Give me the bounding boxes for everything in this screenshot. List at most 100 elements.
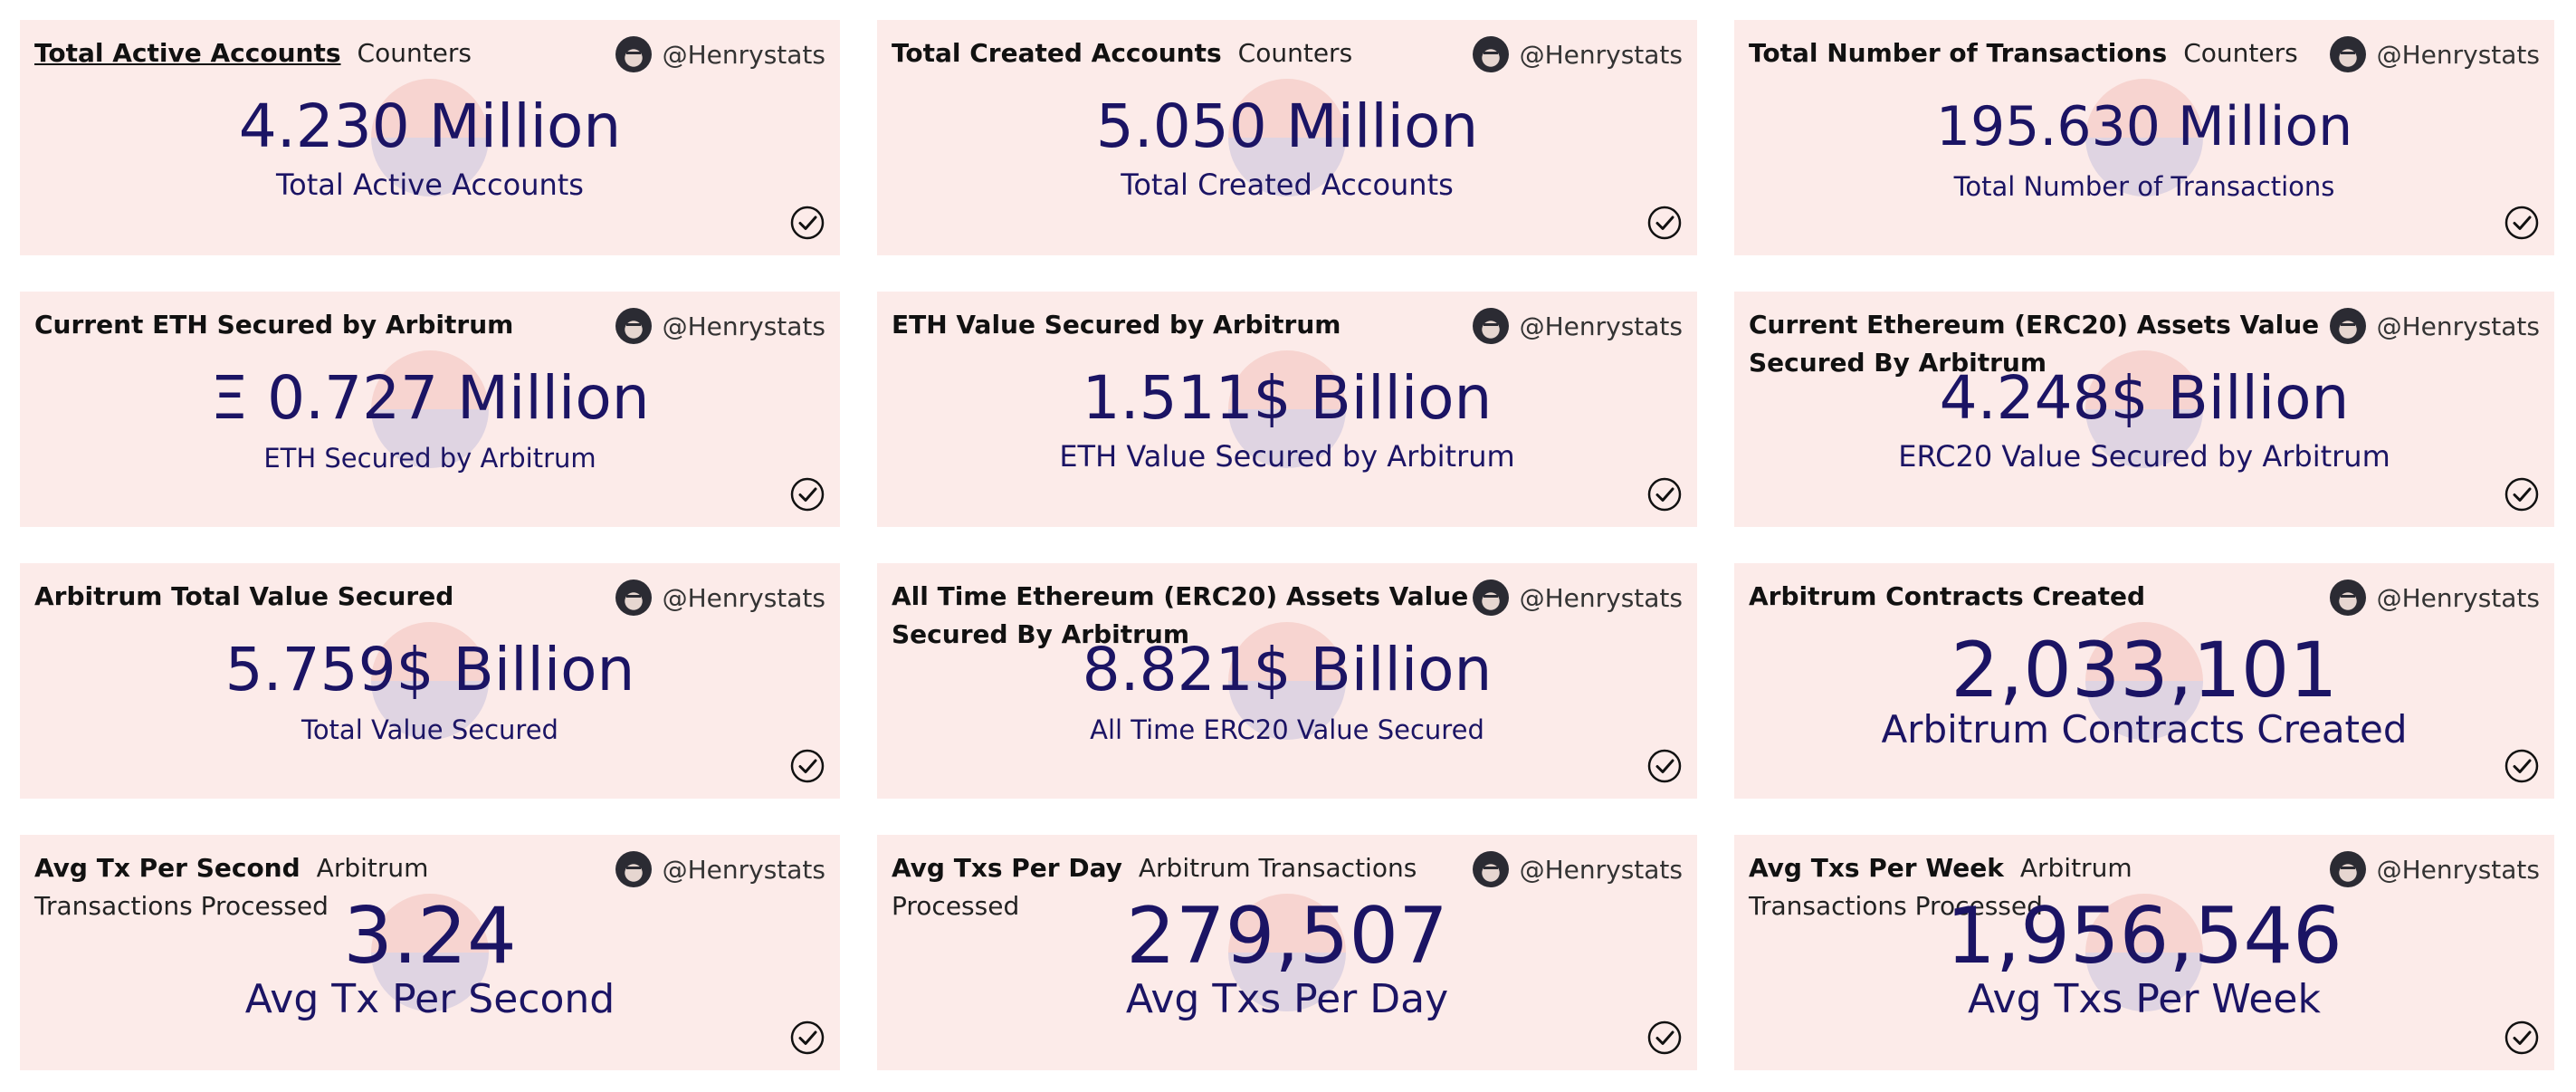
counter-value: 8.821$ Billion [1082,635,1493,704]
card-subtitle: Counters [1237,38,1353,68]
author-handle[interactable]: @Henrystats [1519,39,1683,70]
avatar [615,308,652,344]
counter-value: 4.230 Million [238,91,622,161]
author[interactable]: @Henrystats [615,851,825,887]
card-title-link[interactable]: Current ETH Secured by Arbitrum [34,310,514,340]
check-circle-icon [2504,1020,2539,1055]
card-title: ETH Value Secured by Arbitrum [892,306,1525,344]
check-circle-icon [2504,749,2539,783]
counter-label: Arbitrum Contracts Created [1881,707,2408,752]
card-title-link[interactable]: All Time Ethereum (ERC20) Assets Value S… [892,581,1469,649]
card-title-link[interactable]: Arbitrum Total Value Secured [34,581,454,611]
author[interactable]: @Henrystats [2329,851,2540,887]
card-title-link[interactable]: Avg Txs Per Day [892,853,1122,883]
avatar [2329,851,2366,887]
avatar [1472,308,1509,344]
card-title-link[interactable]: Total Active Accounts [34,38,341,68]
avatar [615,36,652,72]
author[interactable]: @Henrystats [2329,580,2540,616]
author-handle[interactable]: @Henrystats [662,311,825,341]
avatar [2329,36,2366,72]
counter-label: Avg Tx Per Second [244,976,615,1022]
card-title: Avg Txs Per Day Arbitrum Transactions Pro… [892,849,1525,925]
watermark-logo [1228,894,1346,1011]
watermark-logo [1228,622,1346,740]
counter-label: All Time ERC20 Value Secured [1090,714,1484,745]
author-handle[interactable]: @Henrystats [662,582,825,613]
avatar [615,580,652,616]
avatar [1472,580,1509,616]
watermark-logo [371,79,489,196]
card-title-link[interactable]: Avg Tx Per Second [34,853,301,883]
card-title-link[interactable]: Current Ethereum (ERC20) Assets Value Se… [1749,310,2320,378]
counter-value: 1.511$ Billion [1082,363,1493,433]
counter-value: 195.630 Million [1935,95,2353,158]
card-title: Arbitrum Total Value Secured [34,578,668,616]
author[interactable]: @Henrystats [2329,308,2540,344]
author-handle[interactable]: @Henrystats [2376,582,2540,613]
card-avg-txs-per-week: Avg Txs Per Week Arbitrum Transactions Pr… [1734,835,2554,1070]
card-title: Current Ethereum (ERC20) Assets Value Se… [1749,306,2328,382]
author[interactable]: @Henrystats [1472,36,1683,72]
check-circle-icon [2504,477,2539,512]
author[interactable]: @Henrystats [1472,308,1683,344]
author[interactable]: @Henrystats [2329,36,2540,72]
counter-label: Avg Txs Per Week [1968,976,2321,1022]
card-title: Avg Tx Per Second Arbitrum Transactions P… [34,849,577,925]
check-circle-icon [790,749,825,783]
watermark-logo [371,350,489,468]
card-total-number-of-transactions: Total Number of Transactions Counters @He… [1734,20,2554,255]
card-title-link[interactable]: Total Created Accounts [892,38,1222,68]
card-total-active-accounts: Total Active Accounts Counters @Henrystat… [20,20,840,255]
author-handle[interactable]: @Henrystats [2376,39,2540,70]
counter-label: Total Value Secured [301,714,558,745]
avatar [2329,308,2366,344]
counter-label: Total Created Accounts [1121,168,1454,202]
author-handle[interactable]: @Henrystats [2376,854,2540,885]
watermark-logo [1228,350,1346,468]
card-avg-txs-per-day: Avg Txs Per Day Arbitrum Transactions Pro… [877,835,1697,1070]
watermark-logo [2085,350,2203,468]
check-circle-icon [1647,749,1682,783]
counter-label: Total Active Accounts [276,168,584,202]
card-title: Total Created Accounts Counters [892,34,1525,72]
counter-value: 279,507 [1126,891,1448,982]
author-handle[interactable]: @Henrystats [662,854,825,885]
counter-label: ERC20 Value Secured by Arbitrum [1898,439,2390,474]
counter-value: 4.248$ Billion [1939,363,2350,433]
card-title-link[interactable]: ETH Value Secured by Arbitrum [892,310,1341,340]
check-circle-icon [1647,206,1682,240]
card-total-created-accounts: Total Created Accounts Counters @Henrysta… [877,20,1697,255]
card-title-link[interactable]: Total Number of Transactions [1749,38,2168,68]
card-title: Arbitrum Contracts Created [1749,578,2382,616]
author[interactable]: @Henrystats [615,36,825,72]
author[interactable]: @Henrystats [1472,580,1683,616]
card-title: Current ETH Secured by Arbitrum [34,306,668,344]
card-current-eth-secured: Current ETH Secured by Arbitrum @Henryst… [20,292,840,527]
author-handle[interactable]: @Henrystats [2376,311,2540,341]
card-title: Total Number of Transactions Counters [1749,34,2382,72]
watermark-logo [371,894,489,1011]
watermark-logo [2085,79,2203,196]
author[interactable]: @Henrystats [615,580,825,616]
counter-label: ETH Secured by Arbitrum [263,443,596,474]
card-subtitle: Arbitrum Transactions Processed [1749,853,2132,921]
counter-value: Ξ 0.727 Million [210,363,650,433]
check-circle-icon [1647,477,1682,512]
counter-label: ETH Value Secured by Arbitrum [1059,439,1515,474]
card-total-value-secured: Arbitrum Total Value Secured @Henrystats… [20,563,840,799]
card-eth-value-secured: ETH Value Secured by Arbitrum @Henrystat… [877,292,1697,527]
card-title-link[interactable]: Arbitrum Contracts Created [1749,581,2146,611]
card-title-link[interactable]: Avg Txs Per Week [1749,853,2004,883]
card-current-erc20-secured: Current Ethereum (ERC20) Assets Value Se… [1734,292,2554,527]
author-handle[interactable]: @Henrystats [1519,311,1683,341]
author-handle[interactable]: @Henrystats [1519,582,1683,613]
author-handle[interactable]: @Henrystats [1519,854,1683,885]
author[interactable]: @Henrystats [1472,851,1683,887]
watermark-logo [2085,622,2203,740]
card-subtitle: Arbitrum Transactions Processed [892,853,1417,921]
author[interactable]: @Henrystats [615,308,825,344]
author-handle[interactable]: @Henrystats [662,39,825,70]
card-avg-tx-per-second: Avg Tx Per Second Arbitrum Transactions P… [20,835,840,1070]
